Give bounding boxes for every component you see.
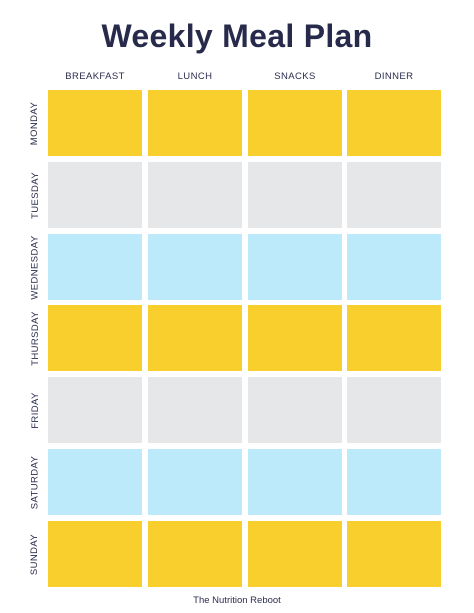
meal-cell-saturday-snacks[interactable] <box>248 449 342 515</box>
meal-cell-wednesday-lunch[interactable] <box>148 234 242 300</box>
meal-cell-monday-dinner[interactable] <box>347 90 441 156</box>
meal-cell-tuesday-dinner[interactable] <box>347 162 441 228</box>
meal-cell-sunday-lunch[interactable] <box>148 521 242 587</box>
meal-cell-saturday-dinner[interactable] <box>347 449 441 515</box>
meal-cell-wednesday-breakfast[interactable] <box>48 234 142 300</box>
row-label-saturday: SATURDAY <box>29 449 41 515</box>
day-label: SATURDAY <box>29 455 41 509</box>
meal-cell-tuesday-breakfast[interactable] <box>48 162 142 228</box>
column-header-breakfast: BREAKFAST <box>65 71 125 82</box>
footer-credit: The Nutrition Reboot <box>193 595 281 606</box>
day-label: TUESDAY <box>29 171 41 219</box>
day-label: SUNDAY <box>29 533 41 575</box>
meal-cell-sunday-snacks[interactable] <box>248 521 342 587</box>
page-title: Weekly Meal Plan <box>101 18 373 54</box>
day-label: THURSDAY <box>29 310 41 366</box>
meal-cell-friday-breakfast[interactable] <box>48 377 142 443</box>
meal-cell-wednesday-snacks[interactable] <box>248 234 342 300</box>
meal-cell-tuesday-lunch[interactable] <box>148 162 242 228</box>
row-label-wednesday: WEDNESDAY <box>29 234 41 300</box>
row-label-monday: MONDAY <box>29 90 41 156</box>
column-header-dinner: DINNER <box>374 71 414 82</box>
meal-cell-tuesday-snacks[interactable] <box>248 162 342 228</box>
day-label: MONDAY <box>29 101 41 145</box>
meal-cell-monday-breakfast[interactable] <box>48 90 142 156</box>
meal-cell-friday-snacks[interactable] <box>248 377 342 443</box>
meal-cell-thursday-dinner[interactable] <box>347 305 441 371</box>
meal-cell-monday-snacks[interactable] <box>248 90 342 156</box>
day-label: FRIDAY <box>29 391 41 429</box>
meal-cell-sunday-dinner[interactable] <box>347 521 441 587</box>
row-label-sunday: SUNDAY <box>29 521 41 587</box>
meal-cell-sunday-breakfast[interactable] <box>48 521 142 587</box>
meal-cell-friday-dinner[interactable] <box>347 377 441 443</box>
column-header-snacks: SNACKS <box>274 71 316 82</box>
meal-cell-thursday-breakfast[interactable] <box>48 305 142 371</box>
meal-cell-thursday-snacks[interactable] <box>248 305 342 371</box>
meal-cell-saturday-breakfast[interactable] <box>48 449 142 515</box>
day-label: WEDNESDAY <box>29 234 41 300</box>
meal-cell-thursday-lunch[interactable] <box>148 305 242 371</box>
meal-cell-friday-lunch[interactable] <box>148 377 242 443</box>
row-label-thursday: THURSDAY <box>29 305 41 371</box>
column-header-lunch: LUNCH <box>177 71 213 82</box>
meal-cell-wednesday-dinner[interactable] <box>347 234 441 300</box>
meal-cell-monday-lunch[interactable] <box>148 90 242 156</box>
meal-cell-saturday-lunch[interactable] <box>148 449 242 515</box>
row-label-tuesday: TUESDAY <box>29 162 41 228</box>
row-label-friday: FRIDAY <box>29 377 41 443</box>
